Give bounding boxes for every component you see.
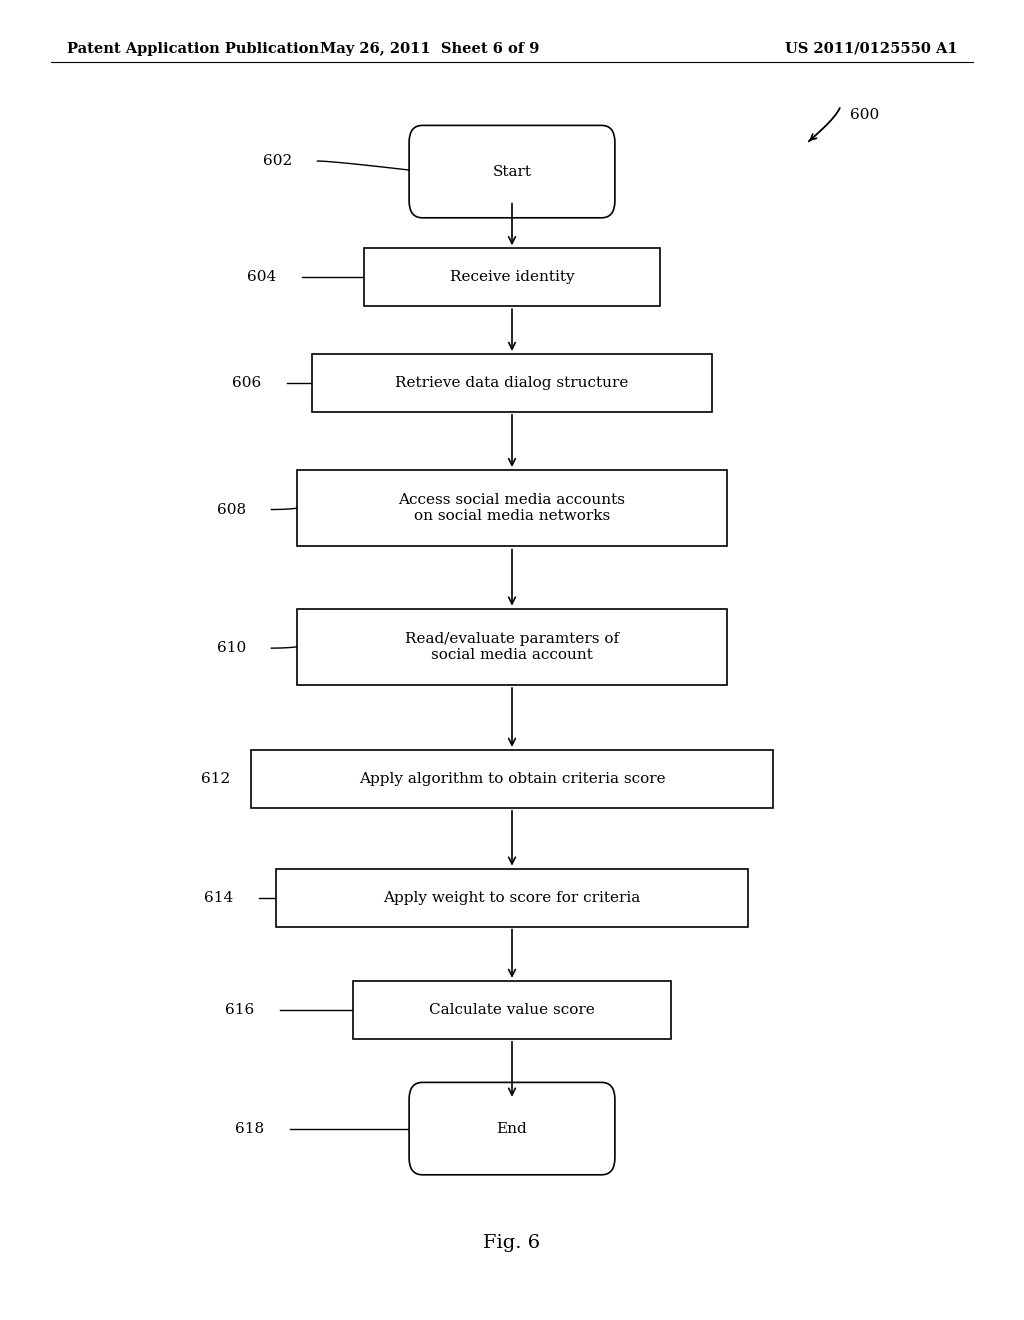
FancyBboxPatch shape <box>312 354 712 412</box>
Text: Start: Start <box>493 165 531 178</box>
Text: May 26, 2011  Sheet 6 of 9: May 26, 2011 Sheet 6 of 9 <box>321 42 540 55</box>
Text: 616: 616 <box>224 1003 254 1016</box>
FancyBboxPatch shape <box>353 981 671 1039</box>
Text: Read/evaluate paramters of
social media account: Read/evaluate paramters of social media … <box>404 632 620 661</box>
FancyBboxPatch shape <box>297 470 727 546</box>
Text: 602: 602 <box>262 154 292 168</box>
Text: 618: 618 <box>236 1122 264 1135</box>
FancyBboxPatch shape <box>251 750 773 808</box>
FancyBboxPatch shape <box>276 869 748 927</box>
Text: 612: 612 <box>201 772 230 785</box>
FancyBboxPatch shape <box>409 125 614 218</box>
Text: US 2011/0125550 A1: US 2011/0125550 A1 <box>784 42 957 55</box>
Text: Patent Application Publication: Patent Application Publication <box>67 42 318 55</box>
FancyBboxPatch shape <box>297 609 727 685</box>
Text: Receive identity: Receive identity <box>450 271 574 284</box>
Text: 610: 610 <box>216 642 246 655</box>
Text: 600: 600 <box>850 108 880 121</box>
Text: 608: 608 <box>217 503 246 516</box>
Text: End: End <box>497 1122 527 1135</box>
Text: Calculate value score: Calculate value score <box>429 1003 595 1016</box>
Text: Fig. 6: Fig. 6 <box>483 1234 541 1253</box>
Text: Apply algorithm to obtain criteria score: Apply algorithm to obtain criteria score <box>358 772 666 785</box>
Text: Retrieve data dialog structure: Retrieve data dialog structure <box>395 376 629 389</box>
Text: 606: 606 <box>231 376 261 389</box>
Text: Apply weight to score for criteria: Apply weight to score for criteria <box>383 891 641 904</box>
FancyBboxPatch shape <box>364 248 660 306</box>
Text: Access social media accounts
on social media networks: Access social media accounts on social m… <box>398 494 626 523</box>
Text: 604: 604 <box>247 271 276 284</box>
FancyBboxPatch shape <box>409 1082 614 1175</box>
Text: 614: 614 <box>204 891 233 904</box>
